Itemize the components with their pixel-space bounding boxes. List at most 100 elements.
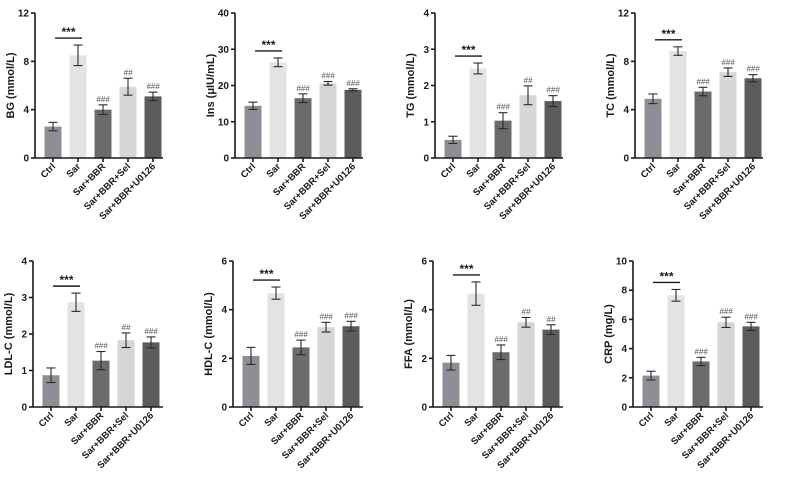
significance-stars: *** bbox=[61, 25, 75, 39]
error-bar bbox=[348, 88, 358, 92]
chart-tg: ### ## ### *** 0 1 2 3 4 Ctrl Sar Sar+BBR Sar+BBR+Se… bbox=[400, 0, 600, 245]
y-tick-label: 0 bbox=[623, 154, 629, 165]
error-bar bbox=[746, 321, 756, 332]
y-tick-label: 4 bbox=[21, 257, 27, 268]
bar-sar-bbr bbox=[692, 361, 710, 407]
error-bar bbox=[648, 93, 658, 105]
bar-sar-bbr bbox=[92, 360, 110, 407]
bar-sar-bbr-sel bbox=[317, 327, 335, 407]
chart-crp: ### ### ### *** 0 2 4 6 8 10 Ctrl Sar Sar+BBR Sar+BBR… bbox=[600, 245, 800, 490]
y-axis-label: BG (mmol/L) bbox=[5, 52, 17, 118]
error-bar bbox=[323, 80, 333, 86]
significance-hash: ### bbox=[144, 327, 158, 336]
bar-sar-bbr-sel bbox=[717, 322, 735, 407]
error-bar bbox=[296, 339, 306, 356]
bar-sar bbox=[467, 293, 485, 407]
y-tick-label: 6 bbox=[221, 257, 227, 268]
bar-sar-bbr-u0126 bbox=[744, 78, 762, 158]
error-bar bbox=[271, 286, 281, 300]
chart-tc: ### ### ### *** 0 4 8 12 Ctrl Sar Sar+BBR Sar+BBR+S… bbox=[600, 0, 800, 245]
significance-hash: ### bbox=[744, 312, 758, 321]
y-tick-label: 12 bbox=[18, 9, 30, 20]
y-tick-label: 0 bbox=[221, 403, 227, 414]
x-tick-label: Sar bbox=[463, 410, 482, 429]
bar-sar-bbr bbox=[292, 347, 310, 407]
y-tick-label: 0 bbox=[621, 403, 627, 414]
y-tick-label: 2 bbox=[421, 354, 427, 365]
y-tick-label: 4 bbox=[423, 9, 429, 20]
bar-ctrl bbox=[44, 126, 62, 158]
error-bar bbox=[698, 86, 708, 97]
error-bar bbox=[446, 354, 456, 371]
error-bar bbox=[71, 292, 81, 312]
bar-sar bbox=[67, 302, 85, 407]
chart-bg: ### ## ### *** 0 4 8 12 Ctrl Sar Sar+BBR Sar+BBR+Se… bbox=[0, 0, 200, 245]
significance-hash: ### bbox=[496, 103, 510, 112]
bar-sar-bbr bbox=[492, 352, 510, 407]
bar-sar-bbr-sel bbox=[119, 86, 137, 158]
x-tick-label: Ctrl bbox=[237, 410, 256, 429]
y-tick-label: 8 bbox=[621, 286, 627, 297]
y-tick-label: 4 bbox=[221, 305, 227, 316]
error-bar bbox=[148, 91, 158, 102]
x-tick-label: Ctrl bbox=[637, 410, 656, 429]
error-bar bbox=[496, 344, 506, 361]
error-bar bbox=[548, 95, 558, 108]
y-tick-label: 6 bbox=[621, 315, 627, 326]
error-bar bbox=[721, 316, 731, 328]
error-bar bbox=[473, 62, 483, 75]
y-tick-label: 6 bbox=[421, 257, 427, 268]
error-bar bbox=[96, 350, 106, 371]
bar-sar-bbr-sel bbox=[517, 322, 535, 407]
significance-hash: ## bbox=[547, 315, 556, 324]
error-bar bbox=[121, 332, 131, 349]
bar-sar-bbr bbox=[94, 109, 112, 158]
bar-sar-bbr-u0126 bbox=[144, 96, 162, 158]
x-tick-label: Sar bbox=[263, 410, 282, 429]
bar-sar-bbr-u0126 bbox=[344, 89, 362, 158]
significance-hash: ### bbox=[344, 311, 358, 320]
significance-hash: ### bbox=[746, 65, 760, 74]
chart-ldl-c: ### ## ### *** 0 1 2 3 4 Ctrl Sar Sar+BBR Sar+BBR+Se… bbox=[0, 245, 200, 490]
significance-hash: ### bbox=[319, 312, 333, 321]
y-tick-label: 1 bbox=[21, 366, 27, 377]
y-tick-label: 1 bbox=[423, 117, 429, 128]
y-tick-label: 2 bbox=[621, 373, 627, 384]
significance-hash: ### bbox=[321, 72, 335, 81]
y-tick-label: 10 bbox=[218, 117, 230, 128]
bar-sar-bbr-u0126 bbox=[142, 342, 160, 407]
significance-hash: ### bbox=[494, 335, 508, 344]
bar-sar bbox=[267, 293, 285, 407]
error-bar bbox=[346, 320, 356, 332]
x-tick-label: Sar bbox=[65, 161, 84, 180]
error-bar bbox=[298, 93, 308, 104]
bar-sar-bbr-sel bbox=[519, 95, 537, 158]
significance-hash: ### bbox=[346, 79, 360, 88]
error-bar bbox=[673, 46, 683, 56]
significance-stars: *** bbox=[459, 262, 473, 276]
y-tick-label: 10 bbox=[616, 257, 628, 268]
error-bar bbox=[73, 44, 83, 67]
bar-ctrl bbox=[42, 375, 60, 407]
bar-ctrl bbox=[644, 98, 662, 158]
y-tick-label: 4 bbox=[621, 344, 627, 355]
chart-ins: ### ### ### *** 0 10 20 30 40 Ctrl Sar Sar+BBR Sar+B… bbox=[200, 0, 400, 245]
significance-stars: *** bbox=[661, 27, 675, 41]
y-tick-label: 40 bbox=[218, 9, 230, 20]
y-tick-label: 0 bbox=[21, 403, 27, 414]
bar-sar-bbr-u0126 bbox=[542, 329, 560, 407]
y-tick-label: 30 bbox=[218, 45, 230, 56]
error-bar bbox=[471, 281, 481, 306]
bar-sar-bbr-u0126 bbox=[342, 326, 360, 407]
y-tick-label: 20 bbox=[218, 81, 230, 92]
significance-hash: ## bbox=[122, 323, 131, 332]
y-tick-label: 0 bbox=[223, 154, 229, 165]
error-bar bbox=[273, 57, 283, 68]
y-axis-label: LDL-C (mmol/L) bbox=[3, 292, 15, 375]
y-axis-label: HDL-C (mmol/L) bbox=[203, 292, 215, 376]
y-tick-label: 0 bbox=[421, 403, 427, 414]
significance-hash: ### bbox=[296, 84, 310, 93]
